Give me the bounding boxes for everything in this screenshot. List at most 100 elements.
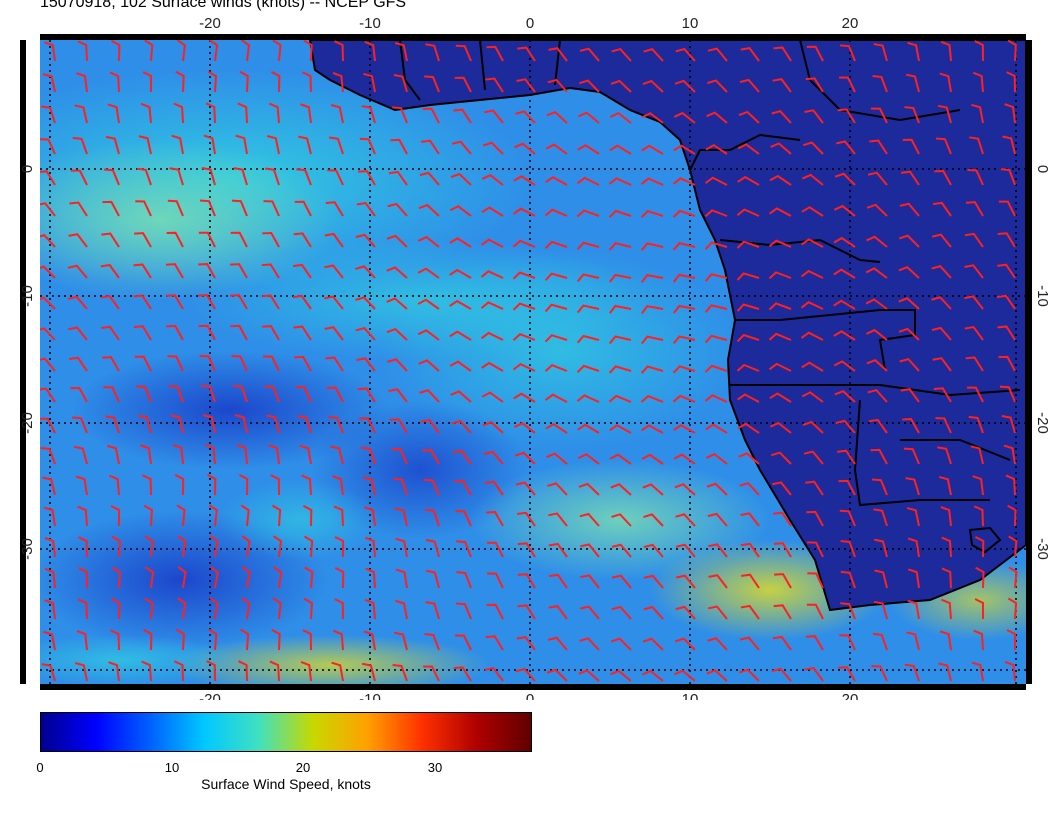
wind-barb — [515, 667, 536, 682]
wind-barb — [834, 390, 856, 403]
wind-barb — [941, 536, 952, 558]
wind-barb — [898, 266, 920, 279]
wind-barb — [206, 660, 216, 682]
wind-barb — [237, 102, 248, 124]
wind-barb — [270, 474, 280, 496]
wind-barb — [674, 669, 696, 682]
wind-barb — [769, 174, 792, 186]
wind-barb — [140, 102, 152, 124]
wind-barb — [198, 294, 216, 310]
wind-barb — [836, 140, 856, 155]
wind-barb — [43, 630, 56, 651]
wind-barb — [907, 568, 920, 589]
wind-barb — [932, 201, 952, 217]
wind-barb — [706, 111, 728, 124]
wind-barb — [68, 233, 88, 248]
wind-barb — [768, 239, 792, 248]
wind-barb — [801, 238, 824, 248]
wind-barb — [674, 637, 696, 651]
wind-barb — [837, 666, 856, 682]
wind-barb — [643, 543, 664, 558]
wind-barb — [772, 635, 792, 651]
wind-barb — [964, 295, 984, 310]
wind-barb — [209, 535, 219, 558]
wind-barb — [296, 168, 312, 186]
wind-barb — [514, 142, 536, 155]
wind-barb — [576, 209, 600, 218]
lon-tick: 10 — [682, 15, 699, 32]
wind-barb — [420, 419, 440, 434]
wind-barb — [965, 356, 984, 372]
wind-barb — [833, 236, 856, 248]
wind-barb — [425, 43, 440, 62]
lon-tick: 20 — [842, 15, 859, 32]
wind-barb — [297, 415, 312, 434]
wind-barb — [579, 605, 600, 620]
wind-barb — [871, 665, 888, 682]
wind-barb — [270, 70, 281, 93]
wind-barb — [804, 109, 824, 124]
wind-barb — [362, 476, 376, 496]
wind-barb — [867, 171, 888, 186]
wind-barb — [324, 326, 344, 341]
wind-barb — [299, 444, 312, 465]
colorbar-tick: 0 — [36, 760, 44, 775]
wind-barb — [450, 390, 472, 403]
wind-barb — [198, 263, 216, 279]
wind-barb — [456, 571, 472, 589]
wind-barb — [423, 665, 440, 682]
wind-barb — [485, 635, 504, 651]
wind-barb — [872, 632, 888, 651]
wind-barb — [672, 335, 696, 344]
wind-barb — [675, 605, 696, 620]
wind-barb — [302, 504, 313, 527]
wind-barb — [111, 535, 121, 558]
wind-barb — [394, 507, 408, 527]
wind-barb — [327, 169, 344, 186]
wind-barb — [610, 637, 632, 651]
wind-barb — [940, 40, 952, 62]
wind-barb — [303, 597, 313, 620]
wind-barb — [108, 474, 120, 496]
wind-barb — [609, 144, 632, 155]
wind-barb — [486, 511, 504, 527]
wind-barb — [773, 511, 792, 527]
wind-barb — [234, 414, 248, 434]
wind-barb — [451, 419, 472, 434]
wind-barb — [423, 478, 440, 496]
wind-barb — [641, 112, 664, 124]
wind-barb — [109, 629, 120, 651]
wind-barb — [74, 662, 88, 682]
wind-barb — [770, 142, 792, 155]
wind-barb — [971, 661, 984, 682]
wind-barb — [453, 666, 472, 682]
wind-barb — [199, 199, 216, 217]
wind-barb — [334, 566, 345, 589]
wind-barb — [801, 391, 824, 403]
wind-barb — [806, 45, 824, 62]
wind-barb — [935, 137, 952, 155]
wind-barb — [74, 104, 88, 124]
lat-tick: -30 — [19, 538, 36, 560]
wind-barb — [737, 422, 760, 434]
wind-barb — [357, 387, 376, 403]
wind-barb — [964, 264, 984, 279]
wind-barb — [454, 76, 472, 93]
wind-barb — [453, 108, 472, 124]
wind-barb — [705, 423, 728, 434]
wind-barb — [608, 394, 632, 403]
wind-barb — [839, 509, 856, 527]
wind-barb — [301, 71, 312, 93]
wind-barb — [176, 40, 186, 62]
wind-barb — [201, 167, 216, 186]
wind-barb — [517, 46, 536, 62]
wind-barb — [324, 295, 344, 310]
wind-barb — [672, 394, 696, 403]
wind-barb — [578, 669, 600, 682]
wind-barb — [800, 300, 824, 310]
wind-barb — [704, 304, 728, 313]
wind-barb — [741, 573, 760, 589]
wind-barb — [486, 541, 504, 558]
wind-barb — [998, 355, 1016, 372]
wind-barb — [611, 605, 632, 620]
